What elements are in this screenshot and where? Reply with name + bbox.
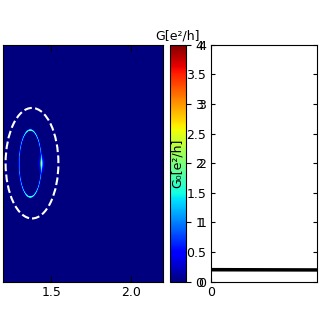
Title: G[e²/h]: G[e²/h] (155, 29, 200, 42)
Y-axis label: G₀[e²/h]: G₀[e²/h] (171, 139, 184, 188)
